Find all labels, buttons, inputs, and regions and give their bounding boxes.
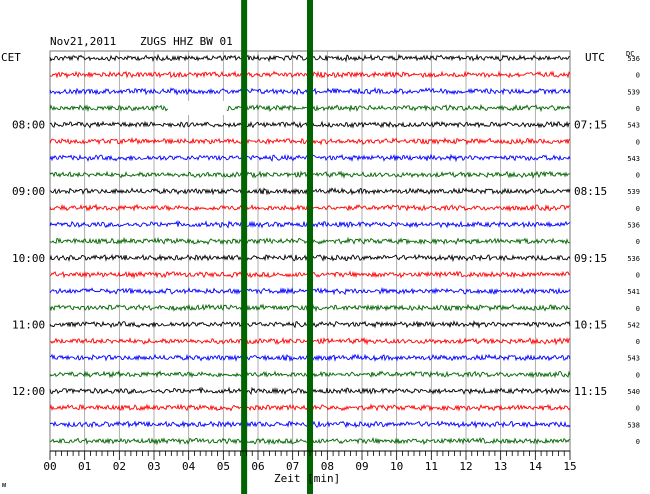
x-tick-label: 15 [563, 460, 576, 473]
dc-value: 536 [627, 55, 640, 63]
dc-value: 0 [636, 238, 640, 246]
right-time-label: 11:15 [574, 385, 607, 398]
dc-value: 543 [627, 355, 640, 363]
x-tick-label: 09 [355, 460, 368, 473]
x-tick-label: 10 [390, 460, 403, 473]
overlay-bar-group [241, 0, 313, 494]
right-time-label: 10:15 [574, 318, 607, 331]
dc-value: 0 [636, 338, 640, 346]
overlay-bar-2 [307, 0, 313, 494]
x-tick-label: 07 [286, 460, 299, 473]
dc-value: 0 [636, 172, 640, 180]
x-tick-label: 14 [529, 460, 543, 473]
dc-value: 0 [636, 205, 640, 213]
x-tick-label: 00 [43, 460, 56, 473]
right-timezone-label: UTC [585, 51, 605, 64]
x-tick-label: 08 [321, 460, 334, 473]
x-tick-label: 12 [459, 460, 472, 473]
date-label: Nov21,2011 [50, 35, 116, 48]
dc-value: 543 [627, 155, 640, 163]
dc-value: 539 [627, 88, 640, 96]
x-tick-label: 13 [494, 460, 507, 473]
dc-value: 0 [636, 138, 640, 146]
dc-value-group: 536 0 539 0 543 0 543 0 539 0 536 0 536 0 541 0 542 0 543 0… [627, 55, 640, 446]
dc-value: 540 [627, 388, 640, 396]
dc-value: 0 [636, 72, 640, 80]
x-tick-label: 03 [147, 460, 160, 473]
left-time-label: 12:00 [12, 385, 45, 398]
dc-value: 542 [627, 321, 640, 329]
dc-value: 536 [627, 255, 640, 263]
dc-value: 0 [636, 371, 640, 379]
station-label: ZUGS HHZ BW 01 [140, 35, 233, 48]
left-time-label: 08:00 [12, 119, 45, 132]
x-axis: 00 01 02 03 04 05 06 07 08 09 10 11 12 13 14 15 [43, 450, 577, 473]
dc-value: 0 [636, 105, 640, 113]
right-time-label: 09:15 [574, 252, 607, 265]
dc-value: 541 [627, 288, 640, 296]
x-tick-label: 11 [425, 460, 438, 473]
right-time-label: 07:15 [574, 119, 607, 132]
dc-value: 538 [627, 421, 640, 429]
dc-value: 0 [636, 438, 640, 446]
corner-mark: ᴍ [2, 481, 6, 489]
overlay-bar-1 [241, 0, 248, 494]
x-tick-label: 05 [217, 460, 230, 473]
x-tick-label: 02 [113, 460, 126, 473]
left-time-label: 11:00 [12, 318, 45, 331]
x-tick-label: 01 [78, 460, 91, 473]
dc-value: 0 [636, 305, 640, 313]
dc-value: 0 [636, 271, 640, 279]
dc-value: 0 [636, 405, 640, 413]
x-tick-label: 04 [182, 460, 196, 473]
left-timezone-label: CET [1, 51, 21, 64]
left-time-label: 09:00 [12, 185, 45, 198]
time-label-group: 08:00 09:00 10:00 11:00 12:00 07:15 08:15 09:15… [12, 119, 607, 398]
data-gap [167, 100, 227, 115]
dc-value: 536 [627, 222, 640, 230]
data-gap-group [167, 100, 227, 115]
dc-header-label: DC [626, 50, 634, 58]
x-axis-title: Zeit [min] [274, 472, 340, 485]
dc-value: 543 [627, 122, 640, 130]
left-time-label: 10:00 [12, 252, 45, 265]
dc-value: 539 [627, 188, 640, 196]
x-tick-label: 06 [251, 460, 264, 473]
right-time-label: 08:15 [574, 185, 607, 198]
